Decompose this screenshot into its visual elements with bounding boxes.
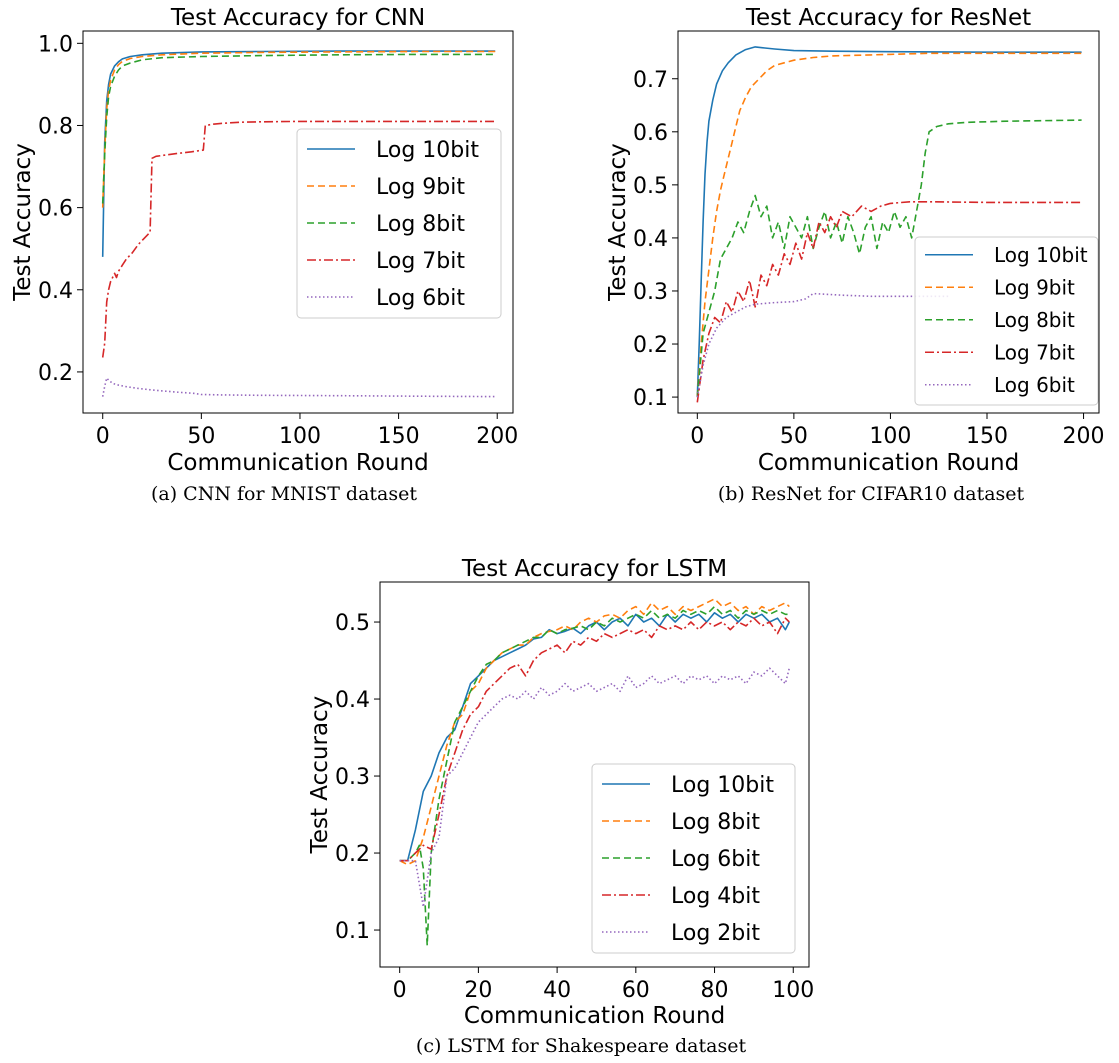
figure-caption: (b) ResNet for CIFAR10 dataset bbox=[718, 483, 1025, 505]
y-tick-label: 0.7 bbox=[633, 68, 668, 93]
x-tick-label: 200 bbox=[476, 424, 518, 449]
y-axis-label: Test Accuracy bbox=[605, 143, 631, 302]
chart-panel-1: Test Accuracy for CNN 0 50 100 150 200 0.2 0.4 0… bbox=[10, 5, 518, 505]
y-axis-label: Test Accuracy bbox=[307, 696, 333, 855]
series-line-2 bbox=[696, 52, 1082, 398]
y-tick-label: 0.6 bbox=[633, 121, 668, 146]
x-axis-label: Communication Round bbox=[167, 450, 428, 476]
legend-box bbox=[914, 236, 1099, 406]
x-tick-label: 200 bbox=[1063, 424, 1105, 449]
legend-label-2: Log 9bit bbox=[994, 275, 1075, 299]
y-tick-label: 0.6 bbox=[38, 197, 73, 222]
chart-title: Test Accuracy for CNN bbox=[170, 5, 425, 31]
legend: Log 10bit Log 9bit Log 8bit Log 7bit Log 6bi… bbox=[914, 236, 1099, 406]
legend-label-1: Log 10bit bbox=[671, 773, 774, 798]
legend-label-3: Log 8bit bbox=[994, 308, 1075, 332]
x-tick-label: 20 bbox=[464, 978, 492, 1003]
y-tick-label: 0.5 bbox=[335, 611, 370, 636]
series-line-5 bbox=[101, 377, 496, 398]
chart-title: Test Accuracy for LSTM bbox=[461, 556, 727, 582]
chart-panel-3: Test Accuracy for LSTM 0 20 40 60 80 100 0.1 0.2… bbox=[307, 556, 814, 1057]
legend-label-3: Log 6bit bbox=[671, 847, 760, 872]
x-tick-label: 150 bbox=[378, 424, 420, 449]
legend-label-5: Log 6bit bbox=[376, 286, 465, 311]
y-tick-label: 0.2 bbox=[38, 361, 73, 386]
y-tick-label: 0.4 bbox=[335, 688, 370, 713]
figure-caption: (a) CNN for MNIST dataset bbox=[151, 483, 417, 505]
y-axis-label: Test Accuracy bbox=[10, 143, 36, 302]
series-line-5 bbox=[696, 292, 949, 398]
y-tick-label: 0.3 bbox=[633, 280, 668, 305]
series-line-1 bbox=[696, 46, 1082, 398]
legend-box bbox=[591, 763, 796, 954]
x-tick-label: 100 bbox=[772, 978, 814, 1003]
x-axis-label: Communication Round bbox=[758, 450, 1019, 476]
y-tick-label: 0.3 bbox=[335, 765, 370, 790]
legend-label-3: Log 8bit bbox=[376, 212, 465, 237]
y-tick-label: 0.8 bbox=[38, 114, 73, 139]
x-tick-label: 150 bbox=[966, 424, 1008, 449]
series-line-4 bbox=[696, 201, 1082, 403]
y-tick-label: 0.2 bbox=[633, 333, 668, 358]
x-tick-label: 100 bbox=[279, 424, 321, 449]
x-axis-label: Communication Round bbox=[464, 1003, 725, 1029]
plot-frame bbox=[82, 30, 514, 414]
series-line-3 bbox=[101, 53, 496, 204]
y-tick-label: 0.4 bbox=[633, 227, 668, 252]
chart-title: Test Accuracy for ResNet bbox=[745, 5, 1031, 31]
x-tick-label: 50 bbox=[780, 424, 808, 449]
y-tick-label: 1.0 bbox=[38, 32, 73, 57]
x-tick-label: 100 bbox=[869, 424, 911, 449]
x-tick-label: 0 bbox=[393, 978, 407, 1003]
x-tick-label: 0 bbox=[96, 424, 110, 449]
legend-label-2: Log 9bit bbox=[376, 175, 465, 200]
legend: Log 10bit Log 9bit Log 8bit Log 7bit Log 6bi… bbox=[296, 128, 502, 319]
legend-label-5: Log 6bit bbox=[994, 373, 1075, 397]
series-line-5 bbox=[399, 667, 791, 908]
legend-label-2: Log 8bit bbox=[671, 810, 760, 835]
figure-caption: (c) LSTM for Shakespeare dataset bbox=[416, 1035, 747, 1057]
plot-frame bbox=[677, 30, 1100, 414]
x-tick-label: 80 bbox=[701, 978, 729, 1003]
legend-label-4: Log 7bit bbox=[994, 340, 1075, 364]
legend: Log 10bit Log 8bit Log 6bit Log 4bit Log 2bi… bbox=[591, 763, 796, 954]
y-tick-label: 0.1 bbox=[633, 386, 668, 411]
legend-label-4: Log 7bit bbox=[376, 249, 465, 274]
x-tick-label: 40 bbox=[543, 978, 571, 1003]
legend-label-5: Log 2bit bbox=[671, 921, 760, 946]
y-tick-label: 0.2 bbox=[335, 842, 370, 867]
legend-box bbox=[296, 128, 502, 319]
legend-label-4: Log 4bit bbox=[671, 884, 760, 909]
y-tick-label: 0.4 bbox=[38, 279, 73, 304]
y-tick-label: 0.1 bbox=[335, 919, 370, 944]
y-tick-label: 0.5 bbox=[633, 174, 668, 199]
legend-label-1: Log 10bit bbox=[994, 243, 1088, 267]
series-line-4 bbox=[399, 617, 790, 862]
plot-frame bbox=[379, 581, 810, 968]
x-tick-label: 60 bbox=[622, 978, 650, 1003]
series-line-3 bbox=[696, 119, 1082, 398]
x-tick-label: 0 bbox=[690, 424, 704, 449]
series-line-2 bbox=[101, 50, 496, 208]
x-tick-label: 50 bbox=[187, 424, 215, 449]
legend-label-1: Log 10bit bbox=[376, 138, 479, 163]
chart-panel-2: Test Accuracy for ResNet 0 50 100 150 200 0.1 0… bbox=[605, 5, 1105, 505]
series-line-2 bbox=[399, 598, 790, 866]
